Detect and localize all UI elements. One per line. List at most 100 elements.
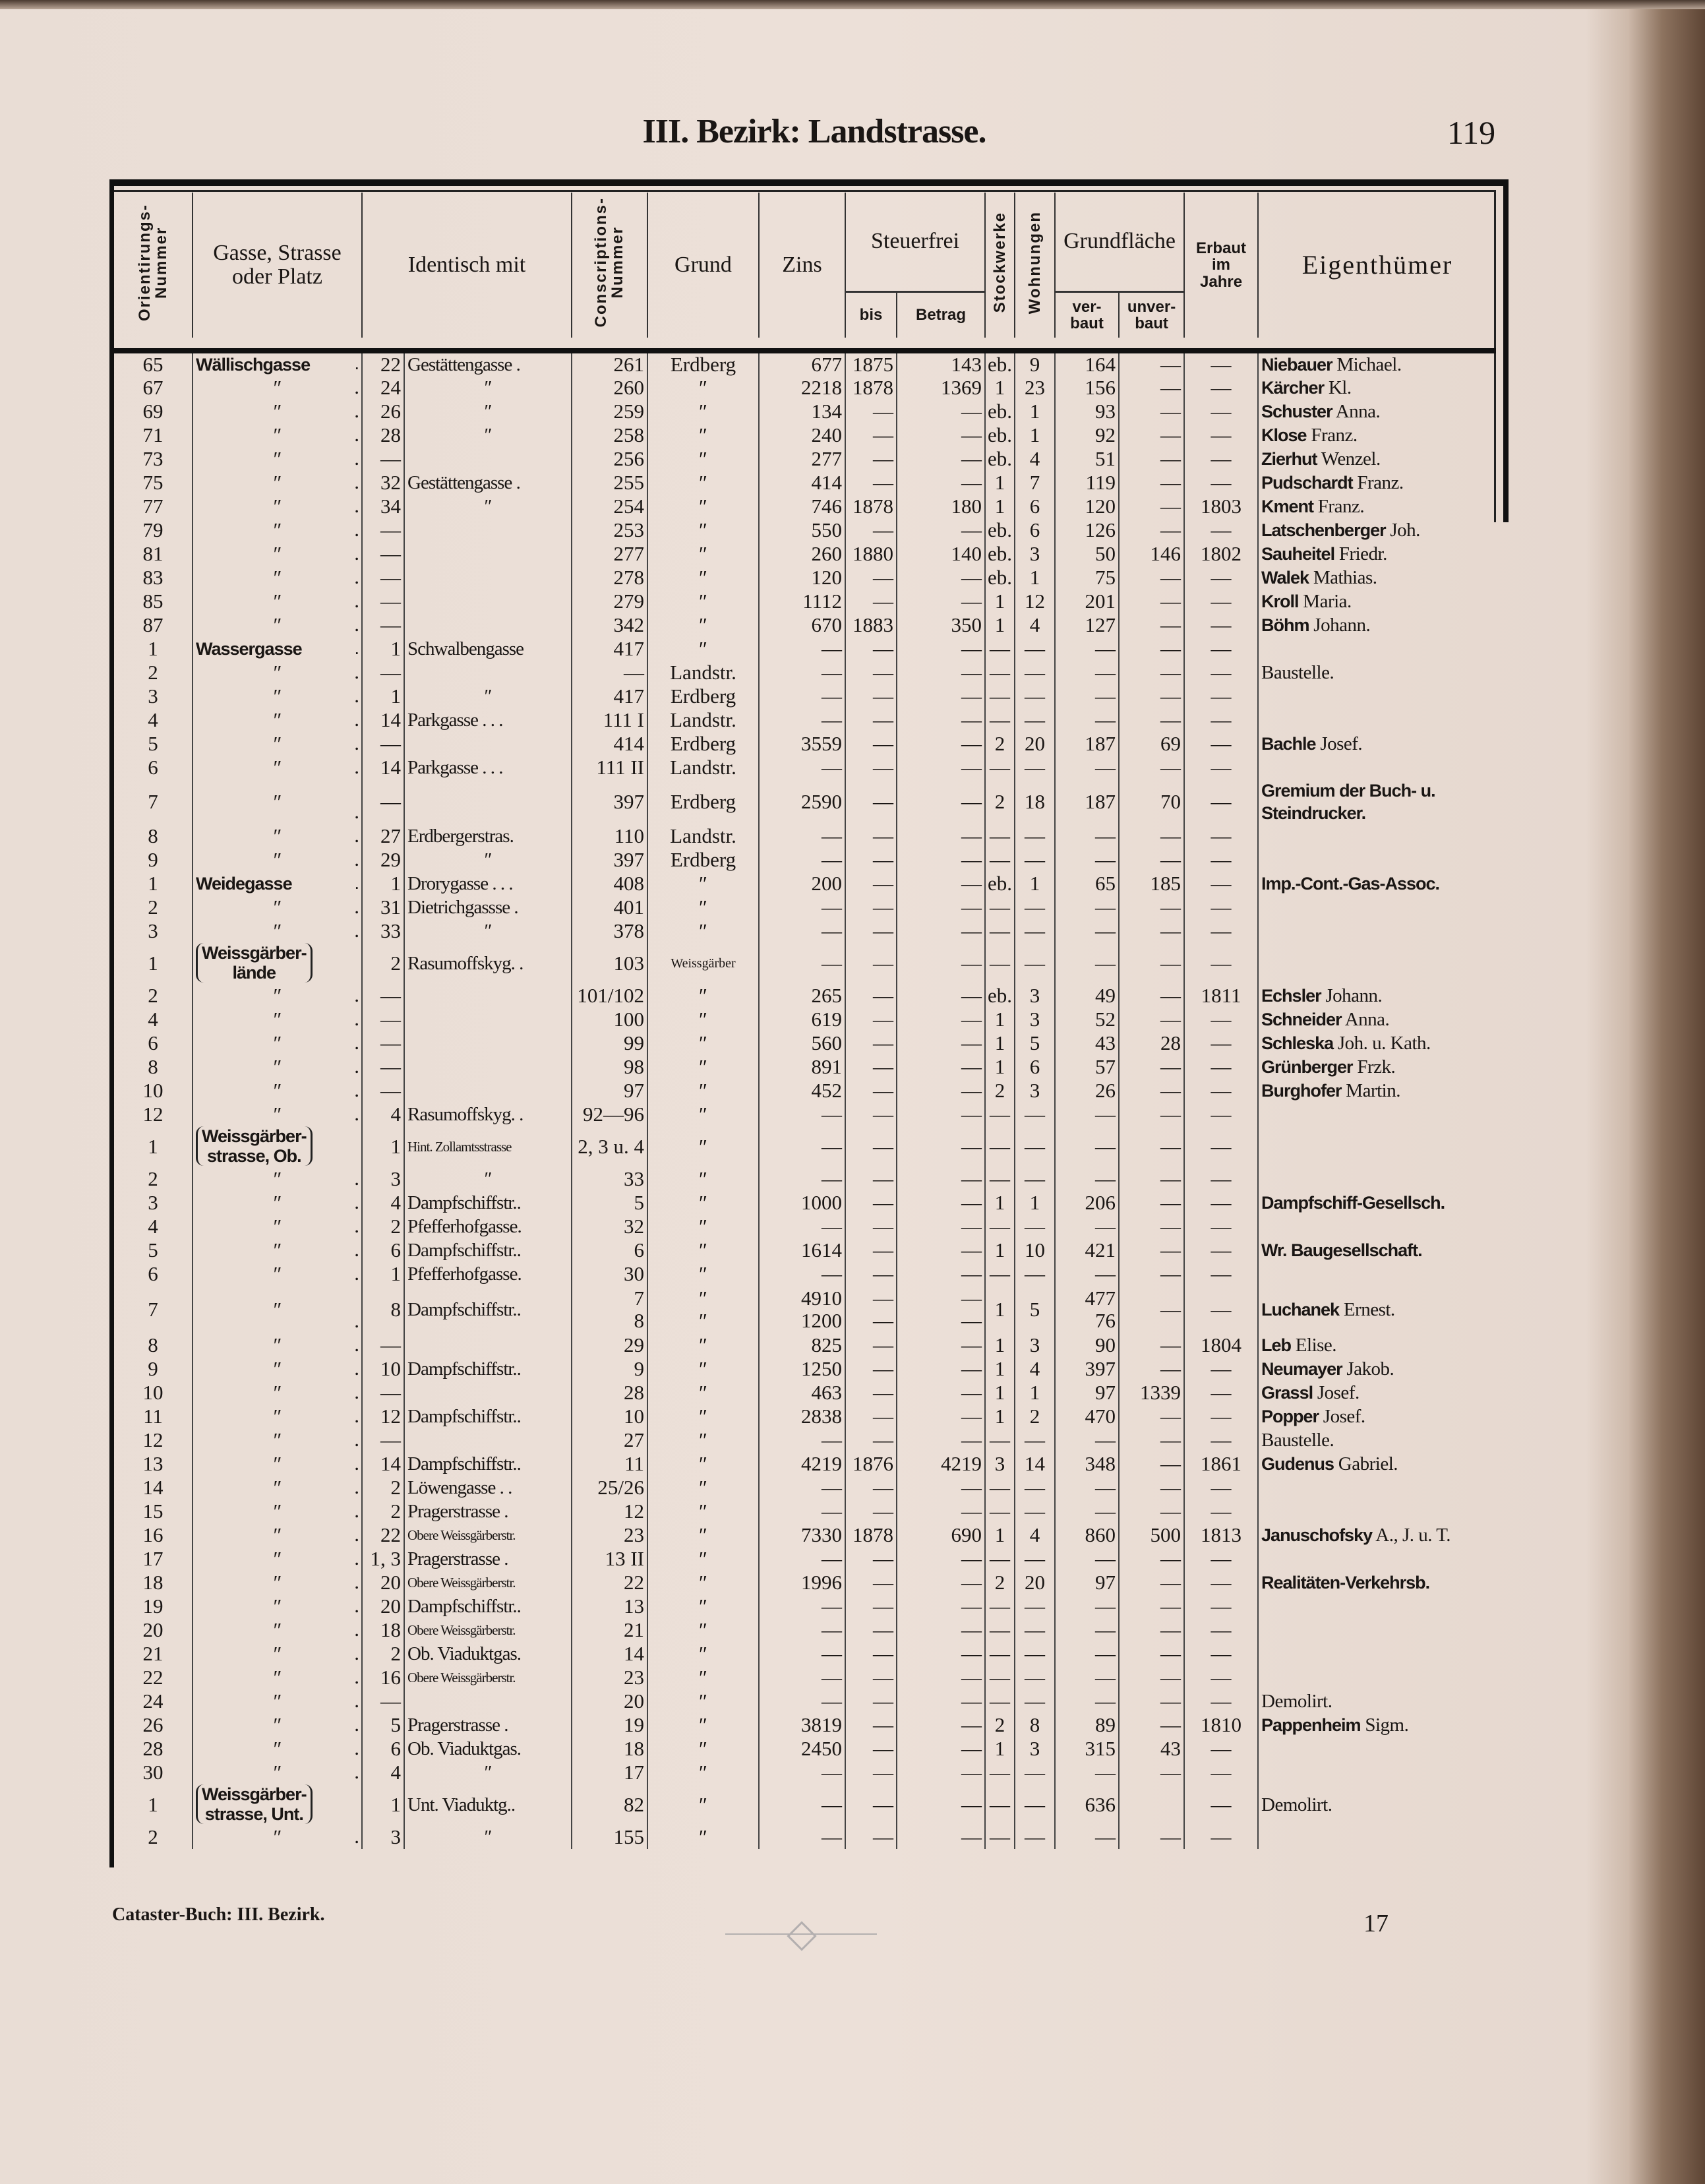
table-row: 12″—27″———————— Baustelle. xyxy=(114,1428,1497,1452)
cell-ord: 12 xyxy=(142,1103,164,1126)
cell-wohn: 1 xyxy=(1014,423,1056,447)
street-name: ″ xyxy=(273,1476,282,1499)
cell-grund: ″ xyxy=(647,1594,759,1618)
cell-grund: ″ xyxy=(647,542,759,566)
cell-bis: — xyxy=(845,1547,897,1571)
cell-consc: 260 xyxy=(571,376,647,400)
cell-owner: Dampfschiff-Gesellsch. xyxy=(1257,1191,1497,1215)
cell-stock: — xyxy=(984,1167,1015,1191)
cell-idstr: Drorygasse . . . xyxy=(404,872,572,895)
cell-idno: — xyxy=(361,1008,404,1031)
cell-ord: 3 xyxy=(148,1191,158,1214)
cell-betrag: — xyxy=(895,1238,986,1262)
cell-unverb: — xyxy=(1118,1713,1185,1737)
cell-verb: — xyxy=(1054,1500,1120,1523)
street-name: ″ xyxy=(273,1761,282,1784)
cell-idstr: Ob. Viaduktgas. xyxy=(404,1642,572,1666)
cell-consc: 7 8 xyxy=(571,1286,647,1333)
cell-bis: — xyxy=(845,1571,897,1594)
cell-idstr: Pfefferhofgasse. xyxy=(404,1215,572,1238)
cell-unverb: — xyxy=(1118,518,1185,542)
cell-zins: 1000 xyxy=(758,1191,845,1215)
cell-idstr: ″ xyxy=(404,848,572,872)
street-name: ″ xyxy=(273,495,282,518)
table-row: 30″4″17″———————— xyxy=(114,1761,1497,1784)
owner-given-name: Kl. xyxy=(1328,377,1352,398)
cell-idstr: Gestättengasse . xyxy=(404,471,572,495)
owner-surname: Kroll xyxy=(1261,592,1300,611)
cell-zins: 277 xyxy=(758,447,845,471)
cell-owner xyxy=(1257,637,1497,661)
cell-bis: — xyxy=(845,661,897,684)
cell-idno: 1 xyxy=(361,684,404,708)
owner-surname: Klose xyxy=(1261,425,1307,445)
cell-consc: 254 xyxy=(571,495,647,518)
cell-verb: — xyxy=(1054,1547,1120,1571)
cell-idstr: Pfefferhofgasse. xyxy=(404,1262,572,1286)
cell-verb: — xyxy=(1054,1761,1120,1784)
cell-street: ″ xyxy=(192,1547,362,1571)
cell-consc: 5 xyxy=(571,1191,647,1215)
cell-consc: 101/102 xyxy=(571,984,647,1008)
street-name: ″ xyxy=(273,1500,282,1523)
cell-owner: Demolirt. xyxy=(1257,1784,1497,1825)
cell-grund: ″ xyxy=(647,1381,759,1405)
cell-idstr: Dampfschiffstr.. xyxy=(404,1286,572,1333)
cell-idno: 1 xyxy=(361,1126,404,1167)
cell-idstr: Obere Weissgärberstr. xyxy=(404,1618,572,1642)
cell-verb: 348 xyxy=(1054,1452,1120,1476)
cell-street: ″ xyxy=(192,1167,362,1191)
cell-erb: — xyxy=(1183,1737,1259,1761)
cell-betrag: — xyxy=(895,1571,986,1594)
cell-wohn: 3 xyxy=(1014,984,1056,1008)
owner-given-name: Joh. u. Kath. xyxy=(1337,1033,1431,1054)
cell-bis: — xyxy=(845,895,897,919)
cell-unverb: 70 xyxy=(1118,779,1185,824)
street-name: ″ xyxy=(273,1689,282,1713)
cell-unverb: — xyxy=(1118,848,1185,872)
cell-bis: — xyxy=(845,943,897,984)
header-grund: Grund xyxy=(647,193,759,338)
cell-idstr: Rasumoffskyg. . xyxy=(404,943,572,984)
cell-wohn: — xyxy=(1014,824,1056,848)
cell-erb: — xyxy=(1183,1103,1259,1126)
cell-erb: — xyxy=(1183,1167,1259,1191)
cell-grund: ″ xyxy=(647,1405,759,1428)
cell-zins: 2450 xyxy=(758,1737,845,1761)
cell-idstr: ″ xyxy=(404,376,572,400)
cell-street: ″ xyxy=(192,684,362,708)
cell-betrag: — xyxy=(895,1126,986,1167)
cell-stock: 1 xyxy=(984,1737,1015,1761)
cell-wohn: 6 xyxy=(1014,495,1056,518)
cell-idno: 26 xyxy=(361,400,404,423)
cell-ord: 8 xyxy=(148,1055,158,1078)
cell-stock: — xyxy=(984,1547,1015,1571)
cell-ord: 1 xyxy=(148,872,158,895)
cell-consc: 32 xyxy=(571,1215,647,1238)
owner-surname: Leb xyxy=(1261,1335,1292,1355)
cell-verb: 315 xyxy=(1054,1737,1120,1761)
cell-erb: — xyxy=(1183,756,1259,779)
cell-stock: 2 xyxy=(984,1571,1015,1594)
cell-betrag: — xyxy=(895,1594,986,1618)
cell-wohn: 2 xyxy=(1014,1405,1056,1428)
cell-zins: — xyxy=(758,1642,845,1666)
cell-betrag: 4219 xyxy=(895,1452,986,1476)
cell-ord: 4 xyxy=(148,1215,158,1238)
cell-consc: 29 xyxy=(571,1333,647,1357)
cell-grund: ″ xyxy=(647,1191,759,1215)
street-name: ″ xyxy=(273,447,282,470)
owner-given-name: Anna. xyxy=(1335,401,1381,422)
cell-consc: 279 xyxy=(571,590,647,613)
owner-surname: Echsler xyxy=(1261,986,1322,1006)
cell-idstr: Dampfschiffstr.. xyxy=(404,1452,572,1476)
cell-idno: — xyxy=(361,1079,404,1103)
cell-grund: ″ xyxy=(647,1031,759,1055)
cell-idno: — xyxy=(361,1031,404,1055)
cell-zins: — xyxy=(758,1167,845,1191)
